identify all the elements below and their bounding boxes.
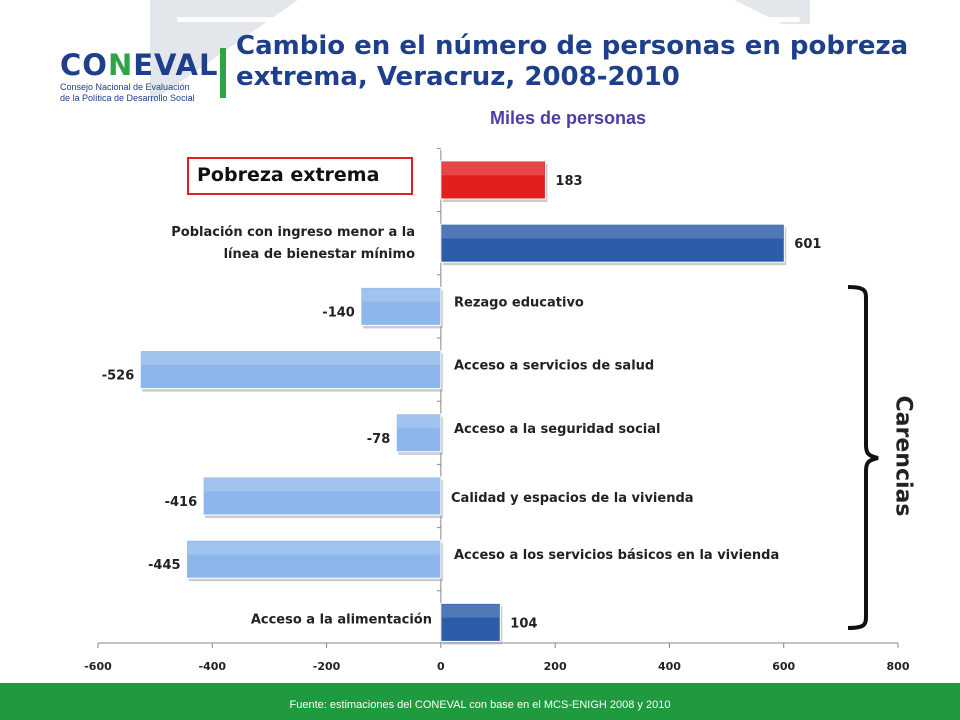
footer-bar xyxy=(0,683,960,720)
bar xyxy=(440,160,546,200)
bar xyxy=(139,350,442,390)
chart-subtitle: Miles de personas xyxy=(490,108,647,128)
bar xyxy=(440,602,501,642)
bar xyxy=(202,476,442,516)
logo-subtitle-line1: Consejo Nacional de Evaluación xyxy=(60,82,190,92)
bar xyxy=(186,539,442,579)
bar xyxy=(360,286,442,326)
x-tick-label: 200 xyxy=(544,660,567,673)
data-label: 104 xyxy=(510,616,537,631)
highlight-label: Pobreza extrema xyxy=(197,164,380,186)
x-tick-label: 600 xyxy=(772,660,795,673)
category-label: Acceso a los servicios básicos en la viv… xyxy=(454,548,779,563)
bar-highlight xyxy=(204,478,440,492)
bar xyxy=(440,223,785,263)
data-label: -416 xyxy=(165,495,198,510)
data-label: -526 xyxy=(102,369,135,384)
coneval-logo: CONEVAL Consejo Nacional de Evaluación d… xyxy=(60,48,219,110)
bar-highlight xyxy=(441,162,545,176)
x-tick-label: 400 xyxy=(658,660,681,673)
bar-highlight xyxy=(441,225,784,239)
category-label: Acceso a la alimentación xyxy=(251,612,432,627)
bar-highlight xyxy=(361,288,440,302)
logo-wordmark: CONEVAL xyxy=(60,48,219,82)
x-tick-label: -600 xyxy=(84,660,112,673)
bar-highlight xyxy=(397,414,440,429)
title-accent-bar xyxy=(220,48,226,98)
carencias-label: Carencias xyxy=(890,395,916,517)
category-label: Rezago educativo xyxy=(454,295,584,310)
x-tick-label: 800 xyxy=(887,660,910,673)
highlight-box xyxy=(187,157,413,195)
data-label: -445 xyxy=(148,558,181,573)
category-label: línea de bienestar mínimo xyxy=(224,247,416,262)
data-label: 601 xyxy=(794,237,821,252)
bar xyxy=(395,413,442,453)
footer-source: Fuente: estimaciones del CONEVAL con bas… xyxy=(289,699,671,711)
bar-highlight xyxy=(441,604,500,618)
data-label: 183 xyxy=(555,174,582,189)
data-label: -140 xyxy=(322,305,355,320)
category-label: Acceso a servicios de salud xyxy=(454,359,654,374)
bar-highlight xyxy=(141,351,440,365)
x-tick-label: -400 xyxy=(199,660,227,673)
curly-brace-shape xyxy=(847,285,879,630)
category-label: Acceso a la seguridad social xyxy=(454,422,661,437)
category-label: Calidad y espacios de la vivienda xyxy=(451,491,694,506)
header-panel xyxy=(177,17,800,22)
x-tick-label: -200 xyxy=(313,660,341,673)
page-title: Cambio en el número de personas en pobre… xyxy=(236,31,909,92)
logo-subtitle-line2: de la Política de Desarrollo Social xyxy=(60,93,195,103)
data-label: -78 xyxy=(367,432,391,447)
category-label: Población con ingreso menor a la xyxy=(171,225,415,240)
x-tick-label: 0 xyxy=(437,660,445,673)
bar-highlight xyxy=(187,541,440,555)
